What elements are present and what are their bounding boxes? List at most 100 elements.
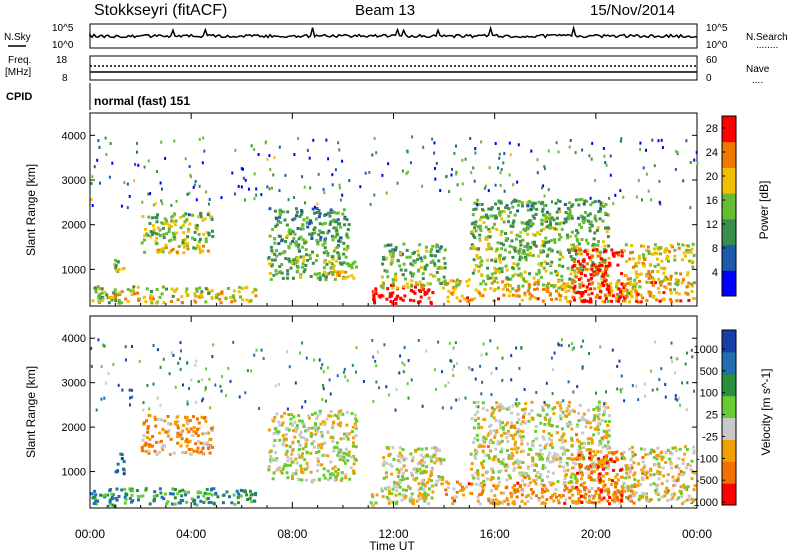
echo-cell [195, 294, 199, 298]
echo-cell [326, 454, 330, 458]
echo-cell [149, 235, 153, 239]
echo-cell [520, 256, 524, 260]
echo-cell [391, 291, 395, 295]
echo-cell [570, 458, 574, 462]
echo-cell [602, 279, 606, 283]
echo-cell [511, 485, 515, 489]
echo-cell [298, 433, 302, 437]
echo-cell [299, 351, 301, 355]
echo-cell [557, 198, 560, 202]
echo-cell [292, 276, 295, 280]
echo-cell [309, 219, 312, 223]
echo-cell [328, 378, 331, 382]
echo-cell [198, 237, 202, 241]
echo-cell [250, 369, 253, 373]
echo-cell [239, 488, 243, 492]
echo-cell [513, 466, 517, 470]
echo-cell [402, 458, 406, 462]
echo-cell [567, 488, 571, 492]
echo-cell [544, 167, 546, 171]
echo-cell [618, 501, 622, 505]
echo-cell [528, 272, 532, 276]
echo-cell [668, 250, 671, 254]
velocity-y-axis-label: Slant Range [km] [24, 366, 38, 458]
echo-cell [238, 395, 241, 399]
echo-cell [674, 168, 677, 171]
echo-cell [596, 422, 600, 426]
echo-cell [597, 493, 601, 497]
echo-cell [484, 213, 488, 217]
echo-cell [435, 271, 439, 274]
echo-cell [298, 444, 302, 448]
echo-cell [540, 209, 544, 213]
echo-cell [337, 141, 340, 145]
echo-cell [679, 272, 683, 276]
echo-cell [132, 285, 136, 289]
echo-cell [691, 470, 695, 474]
echo-cell [657, 477, 661, 481]
echo-cell [666, 448, 670, 452]
echo-cell [294, 430, 298, 433]
echo-cell [568, 277, 572, 281]
echo-cell [492, 429, 496, 433]
echo-cell [605, 282, 609, 286]
echo-cell [539, 421, 543, 425]
echo-cell [374, 292, 378, 296]
echo-cell [154, 424, 158, 428]
echo-cell [492, 299, 496, 303]
echo-cell [526, 220, 530, 224]
echo-cell [228, 495, 231, 499]
echo-cell [181, 499, 185, 503]
echo-cell [159, 365, 162, 369]
echo-cell [452, 499, 456, 502]
echo-cell [607, 451, 611, 455]
echo-cell [152, 382, 155, 386]
echo-cell [542, 266, 546, 270]
echo-cell [197, 426, 201, 430]
echo-cell [626, 277, 630, 281]
echo-cell [423, 499, 427, 503]
echo-cell [660, 367, 663, 371]
echo-cell [289, 242, 293, 246]
echo-cell [523, 293, 527, 297]
echo-cell [411, 498, 415, 502]
echo-cell [583, 250, 587, 253]
echo-cell [315, 254, 319, 258]
echo-cell [523, 483, 527, 487]
echo-cell [546, 470, 550, 474]
echo-cell [520, 221, 524, 225]
echo-cell [382, 257, 385, 261]
echo-cell [405, 172, 408, 176]
echo-cell [316, 276, 320, 280]
echo-cell [539, 448, 543, 452]
echo-cell [111, 503, 115, 507]
echo-cell [234, 148, 237, 152]
echo-cell [597, 488, 601, 492]
echo-cell [663, 278, 667, 282]
echo-cell [500, 168, 503, 171]
echo-cell [152, 228, 156, 232]
echo-cell [148, 437, 152, 441]
echo-cell [103, 396, 106, 400]
colorbar-segment [722, 218, 736, 246]
echo-cell [429, 459, 433, 463]
echo-cell [648, 263, 652, 267]
echo-cell [424, 494, 428, 498]
echo-cell [372, 298, 376, 302]
echo-cell [336, 244, 340, 248]
echo-cell [601, 479, 605, 483]
echo-cell [581, 292, 585, 296]
echo-cell [394, 275, 398, 279]
echo-cell [521, 420, 525, 424]
echo-cell [181, 240, 185, 244]
echo-cell [597, 500, 601, 504]
echo-cell [637, 257, 641, 261]
echo-cell [281, 443, 285, 447]
echo-cell [128, 388, 131, 392]
echo-cell [154, 215, 158, 219]
echo-cell [94, 498, 98, 502]
echo-cell [606, 284, 610, 288]
echo-cell [404, 277, 407, 281]
echo-cell [350, 274, 354, 278]
echo-cell [558, 494, 562, 497]
